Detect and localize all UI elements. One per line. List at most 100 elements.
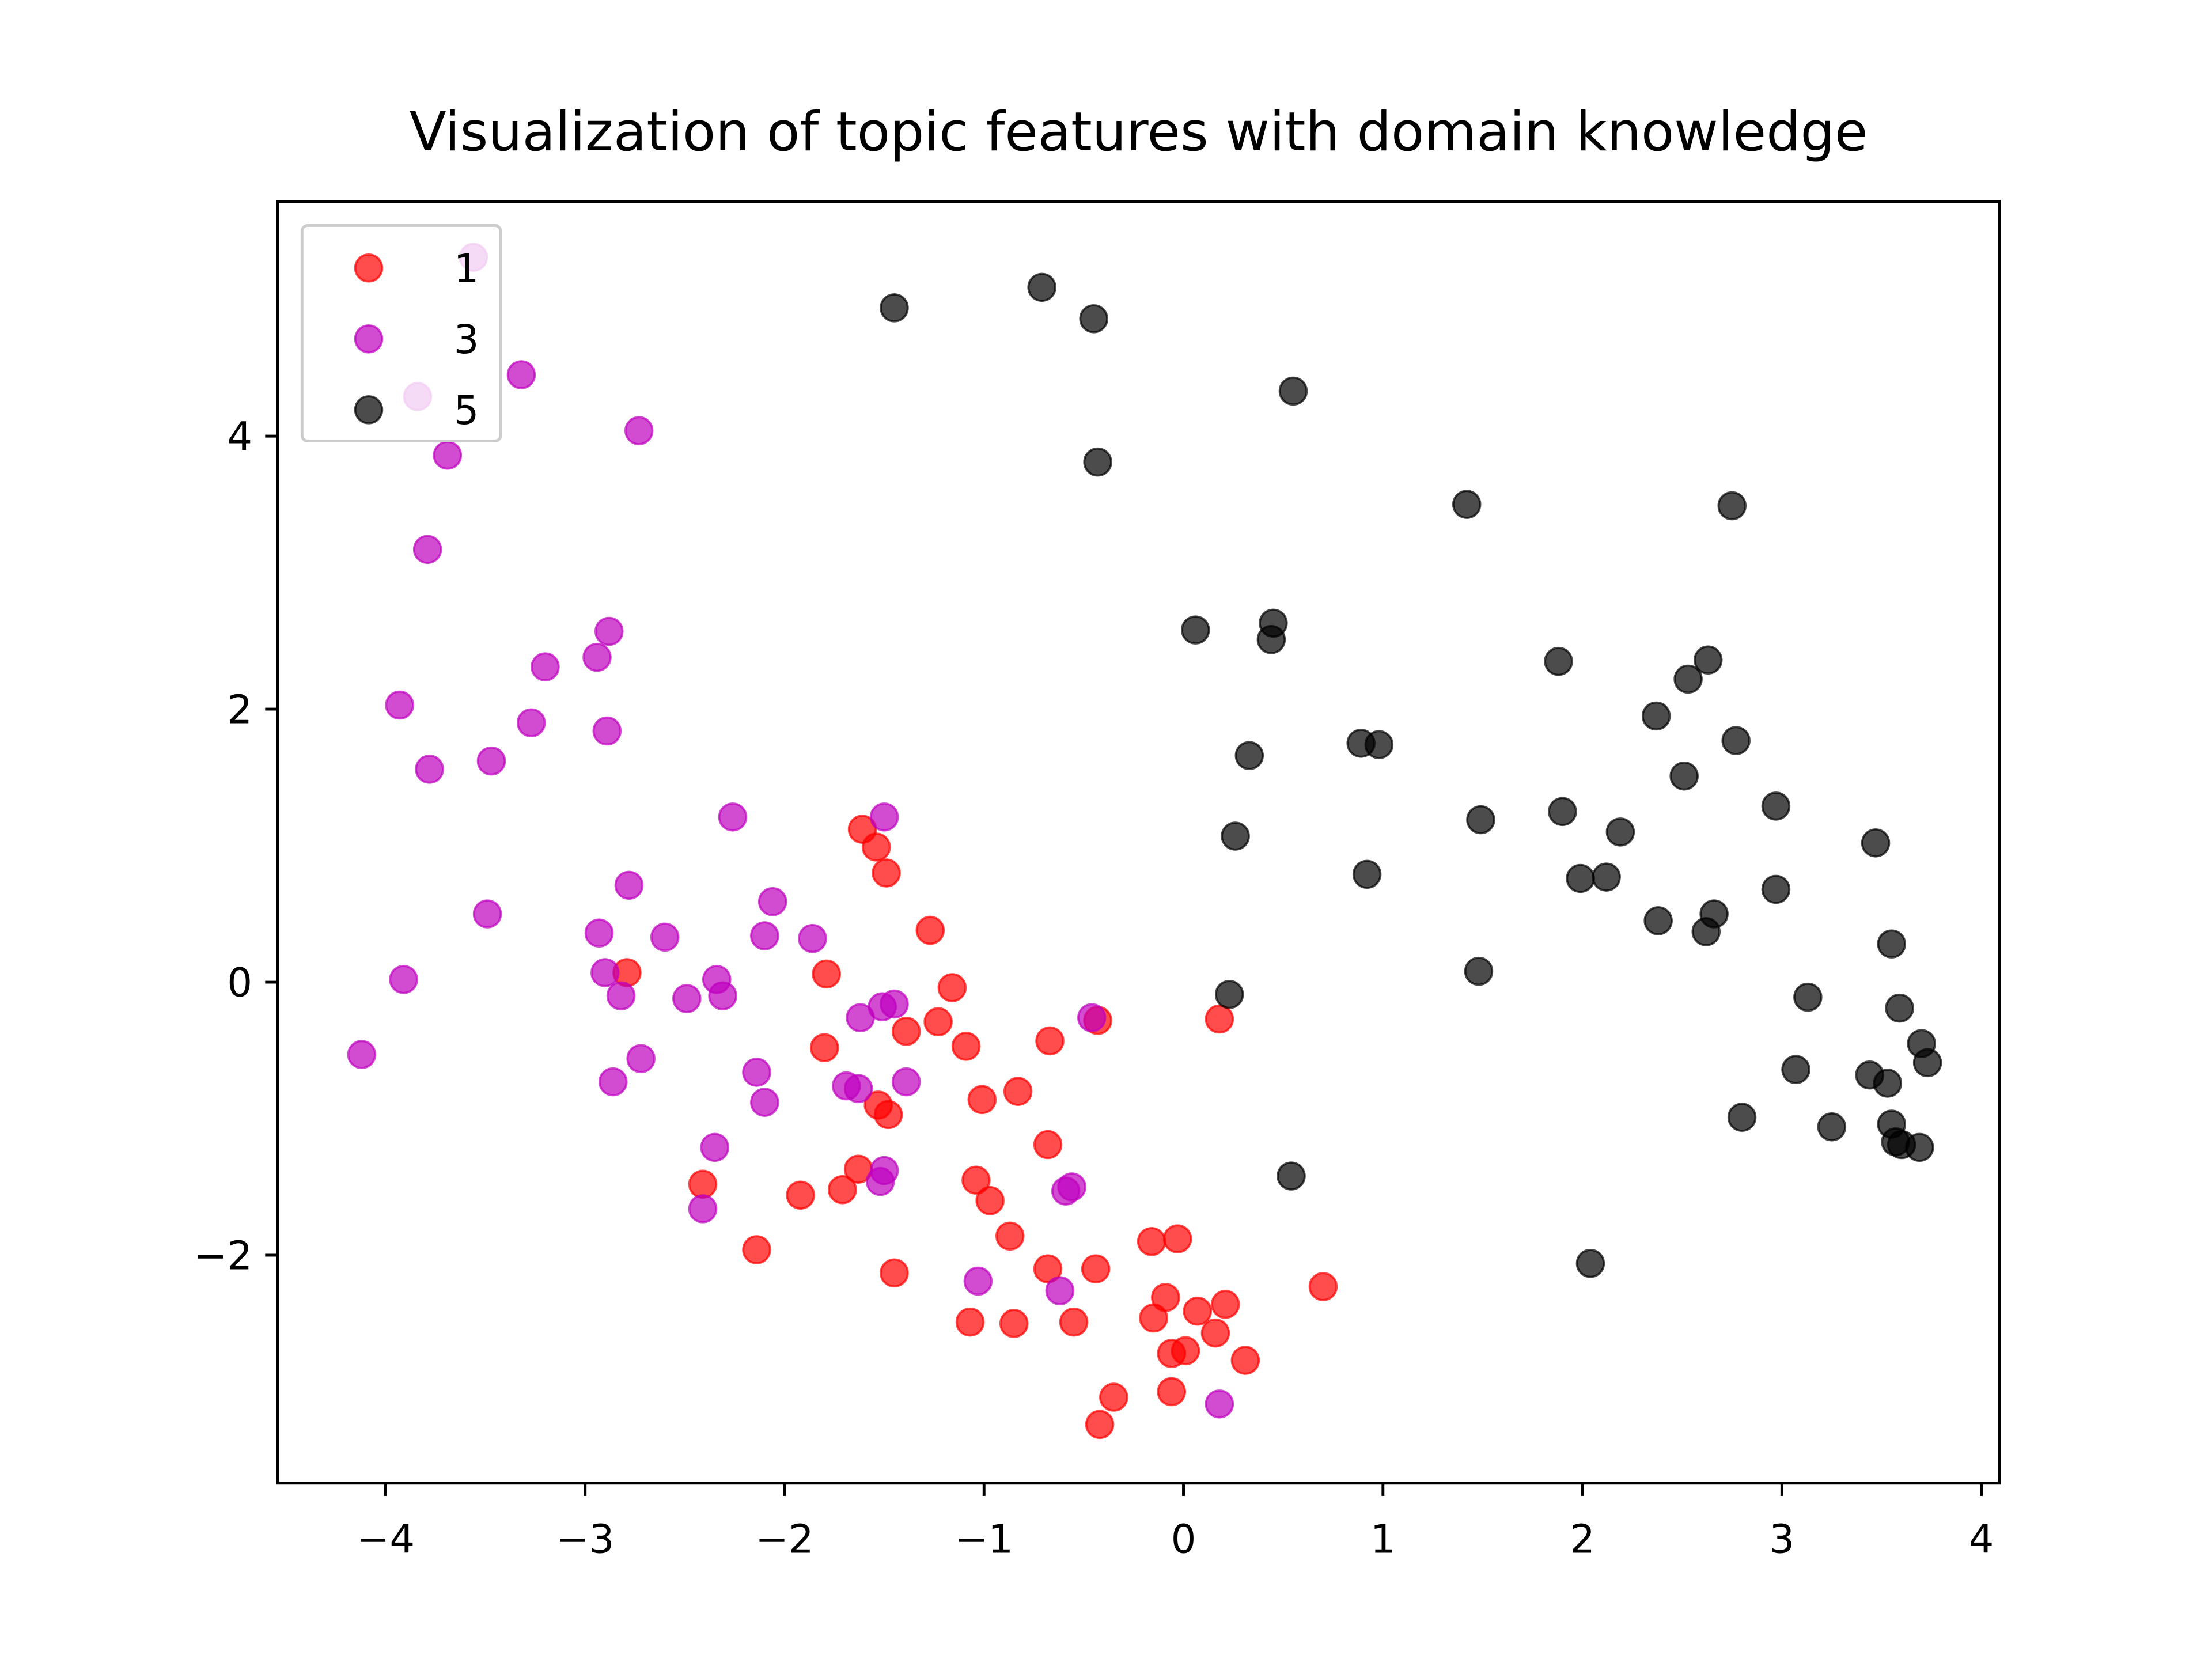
scatter-point — [1721, 726, 1751, 755]
scatter-point — [1548, 797, 1577, 827]
scatter-point — [1566, 863, 1595, 893]
scatter-point — [812, 959, 841, 989]
scatter-point — [1214, 980, 1244, 1009]
scatter-point — [1234, 741, 1264, 770]
legend-label: 3 — [454, 317, 479, 363]
scatter-point — [1033, 1130, 1063, 1160]
scatter-point — [1200, 1318, 1230, 1348]
scatter-point — [961, 1165, 991, 1195]
x-tick-label: 2 — [1570, 1516, 1595, 1562]
x-tick-label: −2 — [755, 1516, 814, 1562]
scatter-point — [1592, 862, 1621, 892]
y-tick-label: 0 — [227, 960, 252, 1006]
scatter-point — [1083, 447, 1112, 477]
legend-box — [300, 224, 502, 442]
scatter-point — [750, 921, 779, 950]
legend-label: 1 — [454, 246, 479, 292]
legend-marker — [354, 324, 384, 354]
scatter-point — [1256, 625, 1286, 654]
scatter-point — [1761, 791, 1791, 821]
scatter-point — [869, 802, 899, 832]
scatter-point — [1817, 1112, 1847, 1142]
scatter-point — [389, 965, 418, 994]
scatter-point — [1352, 859, 1382, 889]
scatter-point — [1673, 664, 1703, 694]
scatter-point — [742, 1235, 771, 1264]
scatter-point — [1466, 805, 1495, 835]
scatter-point — [1230, 1346, 1260, 1375]
scatter-point — [1691, 917, 1721, 946]
scatter-point — [1905, 1132, 1934, 1162]
scatter-point — [718, 802, 748, 832]
scatter-point — [1157, 1377, 1186, 1407]
scatter-point — [1877, 929, 1907, 959]
scatter-point — [798, 923, 827, 953]
scatter-point — [385, 690, 414, 720]
scatter-point — [582, 642, 612, 672]
scatter-point — [1464, 956, 1494, 986]
scatter-point — [672, 984, 702, 1013]
scatter-point — [1278, 376, 1308, 406]
scatter-point — [862, 832, 891, 862]
scatter-point — [1873, 1069, 1903, 1098]
x-tick-label: −1 — [955, 1516, 1013, 1562]
scatter-point — [412, 535, 442, 565]
x-tick-label: −3 — [556, 1516, 615, 1562]
scatter-point — [750, 1088, 779, 1117]
scatter-point — [1139, 1303, 1168, 1333]
y-tick-label: −2 — [194, 1233, 253, 1279]
scatter-point — [786, 1180, 815, 1210]
scatter-point — [1544, 646, 1573, 676]
scatter-point — [1452, 490, 1482, 519]
scatter-point — [584, 918, 614, 948]
scatter-point — [516, 708, 546, 738]
scatter-point — [592, 716, 622, 746]
scatter-point — [1669, 761, 1699, 791]
scatter-point — [873, 1100, 903, 1130]
scatter-point — [1033, 1254, 1063, 1283]
scatter-point — [865, 1166, 895, 1196]
scatter-point — [506, 360, 536, 389]
scatter-point — [1099, 1382, 1128, 1412]
scatter-point — [688, 1194, 718, 1224]
scatter-point — [347, 1040, 377, 1069]
scatter-point — [598, 1067, 628, 1097]
scatter-point — [1575, 1249, 1605, 1278]
scatter-point — [1081, 1254, 1111, 1283]
scatter-point — [1605, 817, 1635, 847]
scatter-point — [915, 915, 945, 945]
scatter-point — [688, 1169, 718, 1199]
scatter-point — [1277, 1161, 1306, 1191]
y-tick-label: 4 — [227, 414, 252, 460]
scatter-point — [963, 1266, 993, 1296]
scatter-point — [708, 981, 737, 1010]
scatter-point — [590, 958, 620, 987]
scatter-point — [951, 1032, 981, 1061]
scatter-point — [624, 416, 654, 445]
scatter-point — [1205, 1389, 1234, 1419]
scatter-point — [955, 1307, 985, 1337]
scatter-point — [1693, 645, 1723, 675]
scatter-point — [1885, 993, 1914, 1023]
scatter-point — [810, 1033, 839, 1063]
scatter-point — [1364, 730, 1394, 759]
scatter-point — [1761, 874, 1791, 904]
scatter-point — [614, 870, 644, 900]
scatter-point — [1059, 1307, 1089, 1337]
scatter-point — [1079, 304, 1108, 334]
scatter-point — [975, 1185, 1005, 1215]
scatter-point — [891, 1067, 921, 1097]
scatter-point — [650, 922, 680, 952]
x-tick-label: 0 — [1171, 1516, 1196, 1562]
scatter-point — [1727, 1103, 1757, 1132]
y-tick-label: 2 — [227, 687, 252, 733]
scatter-point — [1308, 1272, 1338, 1301]
scatter-point — [606, 981, 636, 1010]
scatter-point — [1717, 491, 1747, 521]
scatter-point — [1027, 272, 1056, 302]
scatter-point — [415, 755, 444, 784]
x-tick-label: 4 — [1969, 1516, 1994, 1562]
legend-marker — [354, 253, 384, 283]
